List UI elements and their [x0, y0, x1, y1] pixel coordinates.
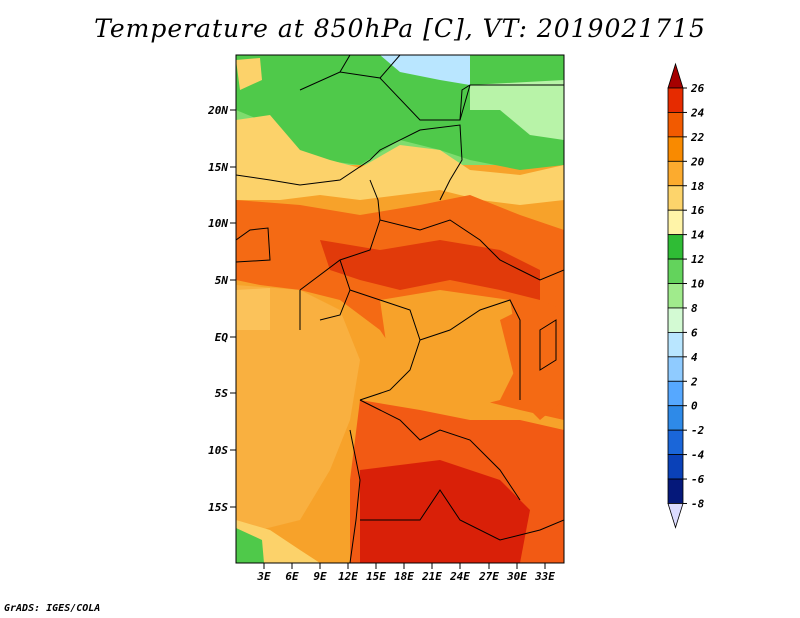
colorbar-band: [667, 331, 684, 358]
map-title: Temperature at 850hPa [C], VT: 201902171…: [94, 14, 706, 43]
colorbar-band: [667, 283, 684, 309]
lon-label-24e: 24E: [449, 570, 470, 583]
border-angola-west: [349, 429, 361, 563]
colorbar-band: [667, 209, 684, 236]
country-borders: [236, 55, 564, 563]
border-n3: [459, 84, 471, 121]
border-sahara: [299, 71, 564, 121]
colorbar-band: [667, 478, 684, 504]
lat-label-eq: EQ: [215, 331, 229, 344]
field-east-orange: [500, 300, 564, 420]
grads-footer: GrADS: IGES/COLA: [4, 603, 101, 614]
border-cameroon: [299, 179, 381, 291]
lat-label-20n: 20N: [207, 104, 228, 117]
lon-label-21e: 21E: [421, 570, 442, 583]
colorbar-band: [667, 185, 684, 211]
lon-label-3e: 3E: [256, 570, 271, 583]
field-north-lightblue: [380, 55, 470, 85]
colorbar-label: 2: [690, 375, 698, 388]
colorbar-label: 8: [691, 302, 698, 315]
colorbar-label: 26: [690, 82, 705, 95]
colorbar-band: [667, 160, 684, 187]
colorbar-label: -2: [691, 424, 705, 437]
colorbar-label: 22: [690, 131, 705, 144]
border-gabon: [319, 259, 351, 321]
map-frame: [235, 54, 565, 564]
colorbar-band: [667, 380, 684, 407]
colorbar-band: [667, 356, 684, 382]
colorbar-label: 20: [690, 155, 705, 168]
lon-label-6e: 6E: [285, 570, 299, 583]
border-sahel: [236, 124, 463, 201]
border-n2: [379, 55, 401, 79]
field-congo-basin: [380, 290, 520, 410]
lat-label-15s: 15S: [208, 501, 228, 514]
colorbar-band: [667, 136, 684, 162]
lat-label-5n: 5N: [215, 274, 229, 287]
colorbar-band: [667, 307, 684, 333]
colorbar-band: [667, 429, 684, 456]
border-lake-victoria: [539, 319, 557, 371]
field-hot-core-north: [320, 240, 540, 300]
border-n1: [339, 55, 351, 73]
border-angola: [359, 399, 521, 501]
lon-label-18e: 18E: [394, 570, 414, 583]
field-nw-yellow: [236, 58, 262, 90]
lat-label-15n: 15N: [208, 161, 228, 174]
colorbar-label: -6: [691, 473, 705, 486]
colorbar-label: 0: [691, 400, 698, 413]
field-coast-yellow: [236, 288, 270, 330]
colorbar-label: -4: [691, 449, 705, 462]
field-north-lightgreen: [470, 80, 564, 140]
lat-label-5s: 5S: [215, 387, 229, 400]
colorbar-band: [667, 405, 684, 431]
colorbar-label: 12: [691, 253, 705, 266]
colorbar-top-triangle: [667, 62, 684, 89]
field-sw-green: [236, 528, 264, 563]
field-atlantic-coast: [236, 285, 360, 530]
lat-axis: 20N 15N 10N 5N EQ 5S 10S 15S: [207, 104, 236, 514]
colorbar-label: 10: [691, 278, 705, 291]
field-north-darkgreen: [236, 55, 564, 170]
colorbar-band: [667, 258, 684, 284]
colorbar-label: 16: [691, 204, 705, 217]
colorbar-label: 24: [690, 106, 705, 119]
colorbar-label: 4: [691, 351, 698, 364]
lon-label-33e: 33E: [534, 570, 555, 583]
lon-label-27e: 27E: [478, 570, 499, 583]
border-zambia: [360, 489, 564, 541]
field-south-hot: [360, 460, 530, 563]
colorbar-label: 18: [691, 180, 705, 193]
lon-label-12e: 12E: [338, 570, 358, 583]
lon-label-9e: 9E: [313, 570, 327, 583]
border-car: [379, 219, 564, 281]
lon-label-30e: 30E: [506, 570, 527, 583]
lon-label-15e: 15E: [366, 570, 386, 583]
colorbar-band: [667, 454, 684, 480]
border-drc-east: [419, 299, 521, 400]
colorbar-bottom-triangle: [667, 503, 684, 529]
lat-label-10n: 10N: [208, 217, 228, 230]
colorbar-label: 6: [691, 326, 698, 339]
colorbar-label: 14: [691, 229, 705, 242]
colorbar-band: [667, 112, 684, 138]
colorbar-band: [667, 234, 684, 260]
colorbar-label: -8: [691, 497, 705, 510]
colorbar-band: [667, 87, 684, 113]
lon-axis: 3E 6E 9E 12E 15E 18E 21E 24E 27E 30E 33E: [256, 563, 555, 583]
border-west: [236, 227, 271, 263]
lat-label-10s: 10S: [208, 444, 228, 457]
